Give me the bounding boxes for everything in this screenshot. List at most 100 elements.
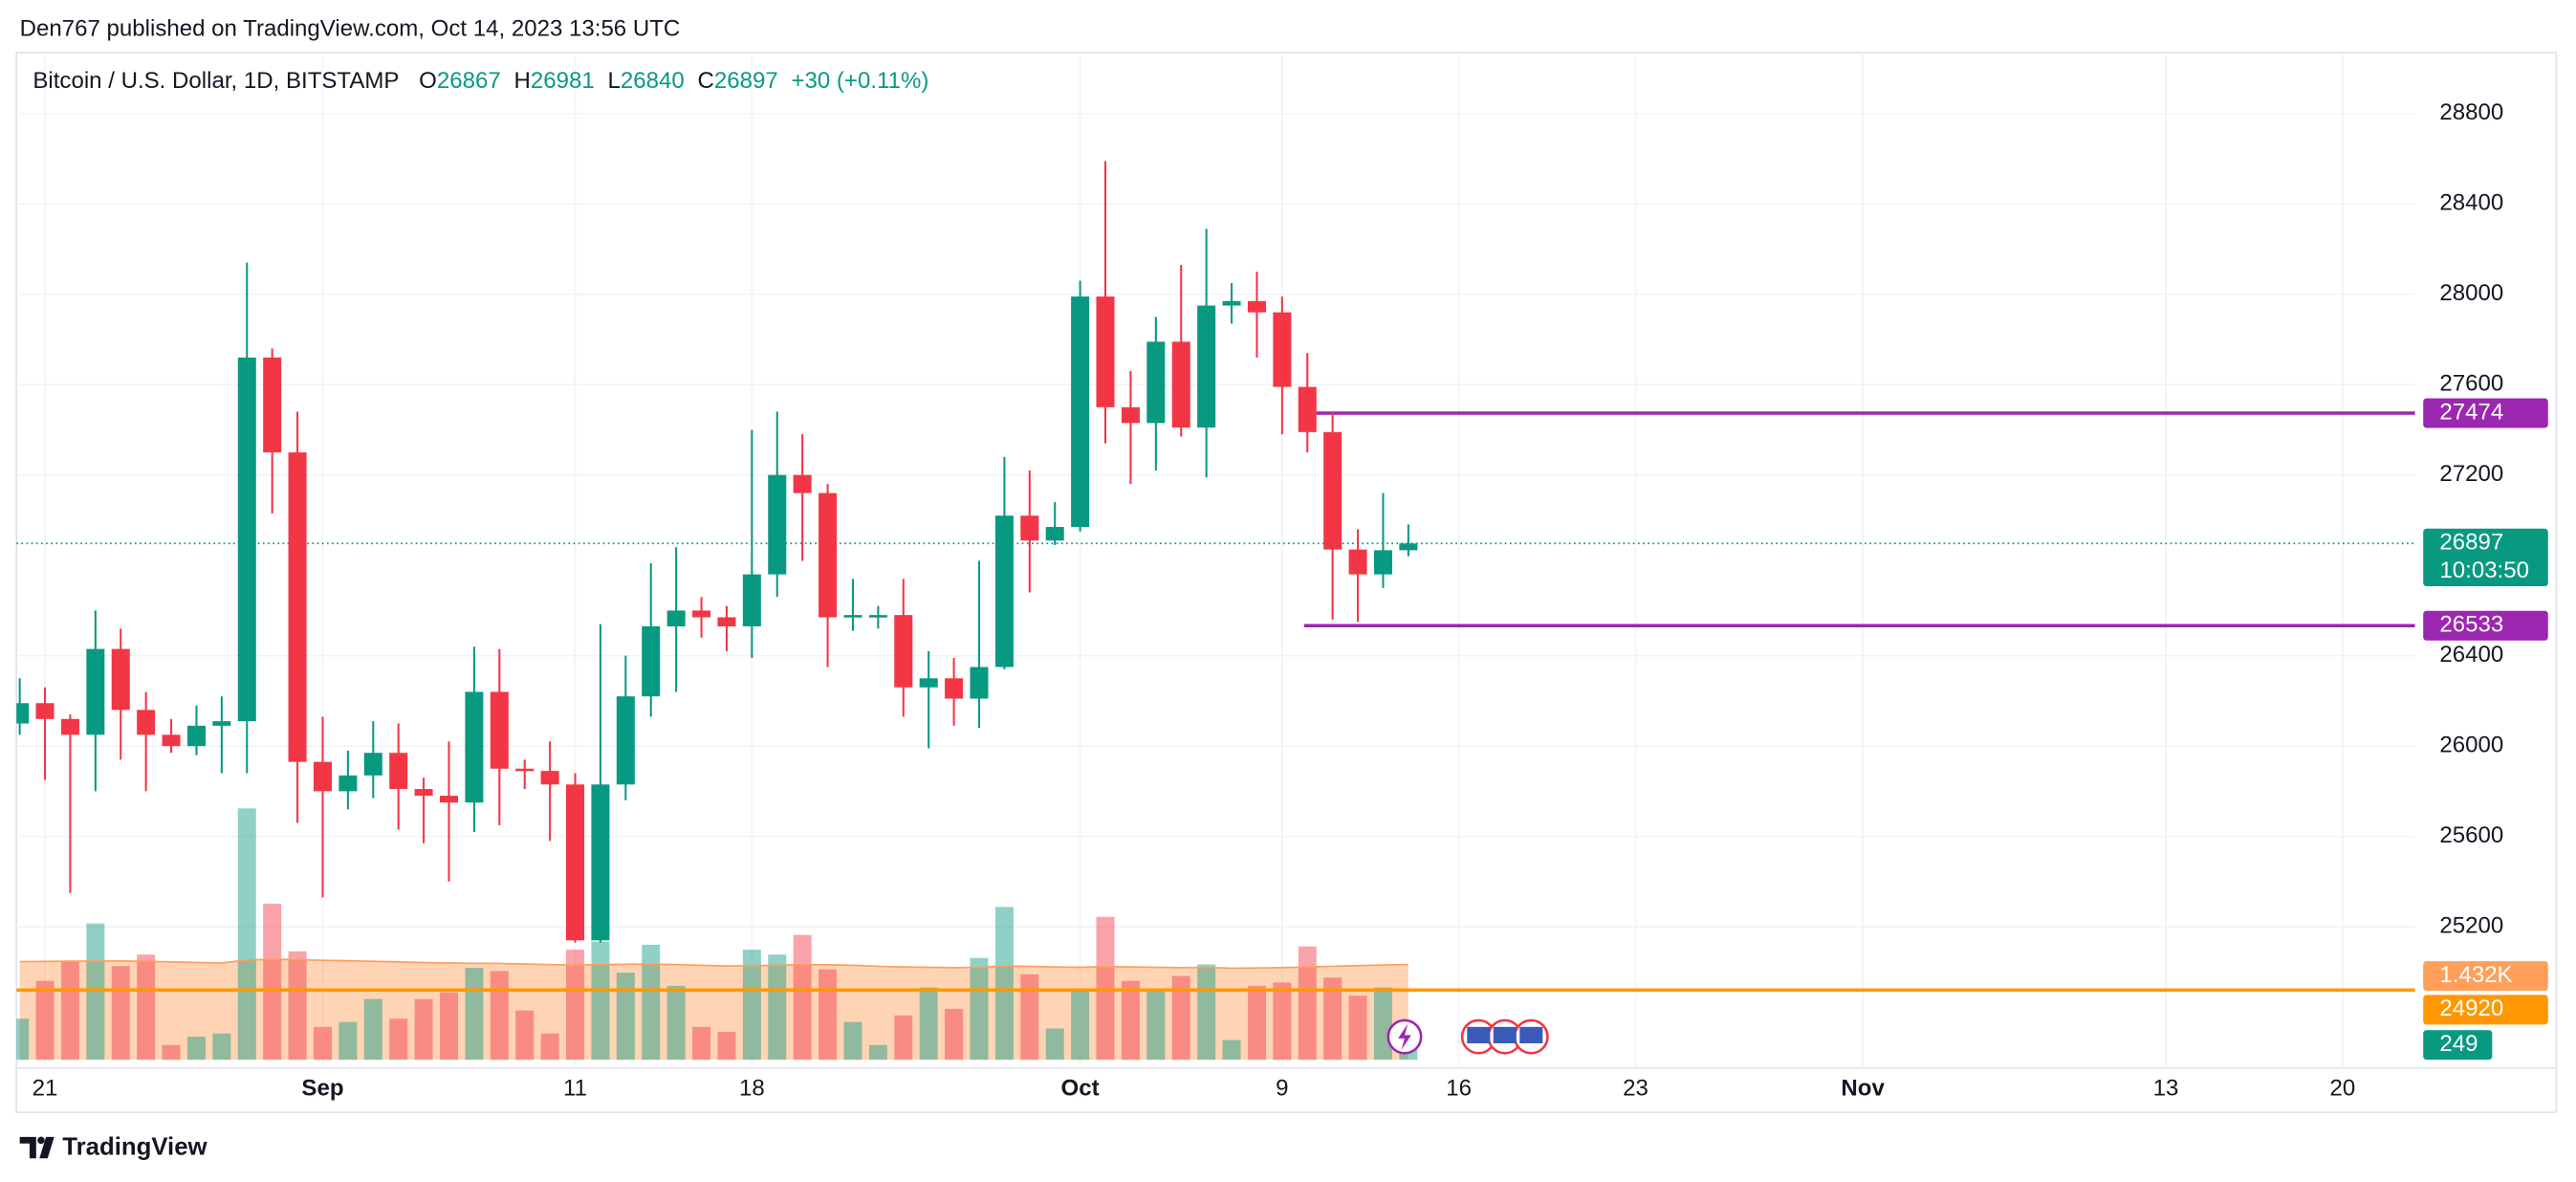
volume-bar xyxy=(313,1026,332,1061)
grid-layer xyxy=(16,52,2415,1068)
legend-key: H xyxy=(513,68,530,94)
candle-body xyxy=(389,753,408,790)
x-tick-label: 13 xyxy=(2153,1075,2179,1101)
y-tick-label: 25600 xyxy=(2439,822,2503,848)
volume-bar xyxy=(1298,946,1317,1061)
candle-body xyxy=(515,768,535,772)
candle-body xyxy=(742,574,761,626)
volume-bar xyxy=(16,1018,30,1061)
volume-bar xyxy=(1247,985,1266,1061)
x-tick-label: 21 xyxy=(33,1075,58,1101)
x-tick-label: 9 xyxy=(1276,1075,1288,1101)
candle-body xyxy=(137,710,156,735)
candle-body xyxy=(1399,543,1418,551)
candle-body xyxy=(1222,300,1241,306)
y-tick-label: 25200 xyxy=(2439,912,2503,938)
y-tick-label: 26400 xyxy=(2439,642,2503,668)
x-tick-label: 16 xyxy=(1446,1075,1472,1101)
level-label: 24920 xyxy=(2439,996,2503,1021)
candle-body xyxy=(490,691,509,769)
volume-bar xyxy=(465,967,484,1061)
legend-value: 26897 xyxy=(714,68,778,94)
volume-bar xyxy=(338,1021,358,1061)
volume-bar xyxy=(642,944,661,1061)
volume-bar xyxy=(945,1008,964,1061)
candle-body xyxy=(465,691,484,803)
y-tick-label: 28000 xyxy=(2439,280,2503,306)
candle-body xyxy=(1171,341,1190,428)
candle-body xyxy=(1247,300,1266,313)
x-tick-label: 20 xyxy=(2329,1075,2355,1101)
x-tick-label: 11 xyxy=(563,1075,587,1101)
flag xyxy=(1519,1026,1543,1043)
volume-bar xyxy=(1071,991,1090,1061)
volume-bar xyxy=(692,1026,711,1061)
event-icon-bolt xyxy=(1398,1023,1411,1050)
candle-body xyxy=(363,753,382,776)
volume-bar xyxy=(1348,996,1367,1061)
legend-key: C xyxy=(697,68,713,94)
volume-bar xyxy=(111,966,130,1061)
legend-value: 26840 xyxy=(621,68,685,94)
volume-bar xyxy=(1121,980,1140,1061)
candle-body xyxy=(1096,296,1115,407)
candle-body xyxy=(263,357,282,453)
candle-body xyxy=(843,615,862,618)
volume-bar xyxy=(60,961,79,1061)
candle-body xyxy=(16,703,30,724)
candle-body xyxy=(919,678,938,688)
candle-body xyxy=(212,721,231,726)
volume-bar xyxy=(1197,964,1216,1061)
volume-bar xyxy=(212,1033,231,1061)
volume-bar xyxy=(843,1021,862,1061)
candle-body xyxy=(1298,386,1317,432)
candle-body xyxy=(162,734,181,747)
volume-bar xyxy=(439,992,459,1061)
candle-body xyxy=(616,696,635,785)
volume-bar xyxy=(389,1018,408,1061)
x-tick-label: Sep xyxy=(301,1075,343,1101)
candle-body xyxy=(414,789,433,797)
candle-body xyxy=(1121,406,1140,424)
y-tick-label: 27600 xyxy=(2439,371,2503,397)
volume-bar xyxy=(666,985,686,1061)
candle-body xyxy=(1373,550,1392,575)
candle-body xyxy=(186,725,206,747)
level-label-box xyxy=(2423,398,2548,428)
countdown: 10:03:50 xyxy=(2439,558,2529,583)
volume-bar xyxy=(1171,975,1190,1061)
x-tick-label: Nov xyxy=(1841,1075,1885,1101)
candle-body xyxy=(994,515,1014,668)
candle-body xyxy=(692,610,711,618)
volume-ma-label-box xyxy=(2423,961,2548,992)
candle-body xyxy=(1020,515,1039,541)
level-label-box xyxy=(2423,610,2548,641)
volume-bar xyxy=(1273,982,1292,1061)
volume-label: 249 xyxy=(2439,1031,2478,1057)
volume-bar xyxy=(566,950,585,1061)
candle-body xyxy=(970,667,989,699)
logo-dot xyxy=(37,1136,45,1145)
brand: TradingView xyxy=(62,1134,207,1161)
candle-body xyxy=(237,357,256,722)
candle-body xyxy=(666,610,686,626)
candle-body xyxy=(768,474,787,575)
candle-body xyxy=(540,771,559,785)
volume-bar xyxy=(591,941,610,1061)
x-tick-label: 23 xyxy=(1623,1075,1648,1101)
publisher-line: Den767 published on TradingView.com, Oct… xyxy=(20,15,681,41)
level-label-box xyxy=(2423,995,2548,1025)
axis-label-layer: Bitcoin / U.S. Dollar, 1D, BITSTAMP O2686… xyxy=(33,68,2548,1101)
candle-body xyxy=(868,615,887,618)
level-lines-layer xyxy=(16,411,2415,992)
y-tick-label: 27200 xyxy=(2439,461,2503,487)
candle-body xyxy=(1273,312,1292,387)
volume-bar xyxy=(1373,987,1392,1061)
candle-body xyxy=(35,703,55,719)
legend-key: L xyxy=(607,68,620,94)
volume-bar xyxy=(970,957,989,1061)
volume-bar xyxy=(742,950,761,1061)
volume-bar xyxy=(515,1010,535,1061)
